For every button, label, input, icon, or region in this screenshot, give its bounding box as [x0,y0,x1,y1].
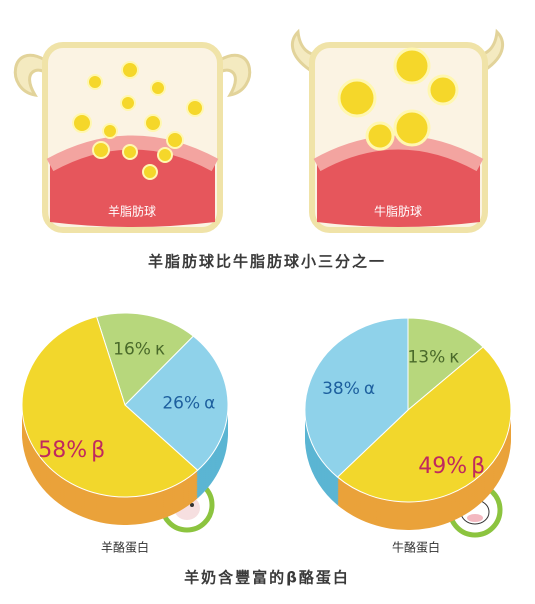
chart-caption: 羊奶含豐富的β酪蛋白 [184,569,350,587]
pie-chart: 16% κ 26% α 58% β 羊酪蛋白 [21,312,229,555]
pie-label: 16% κ [113,339,165,359]
illustration-caption: 羊脂肪球比牛脂肪球小三分之一 [148,253,386,271]
value-label: 16% [113,339,151,359]
category-label: β [91,438,105,463]
value-label: 49% [418,454,467,479]
pie-slice [336,346,512,503]
cow-illustration: 牛脂肪球 [290,28,505,233]
category-label: κ [449,348,459,368]
goat-illustration: 羊脂肪球 [13,42,252,233]
value-label: 58% [38,438,87,463]
illustration-label: 牛脂肪球 [374,204,422,219]
pie-title: 牛酪蛋白 [392,540,440,555]
pie-slice [304,317,409,478]
value-label: 13% [407,348,445,368]
pie-title: 羊酪蛋白 [101,540,149,555]
pie-label: 49% β [418,454,485,479]
illustration-label: 羊脂肪球 [108,204,156,219]
pie-slice [124,335,229,471]
pie-slice [21,315,199,498]
pie-slice [407,317,484,412]
category-label: β [471,454,485,479]
category-label: α [204,393,215,413]
value-label: 26% [162,393,200,413]
pie-label: 26% α [162,393,215,413]
category-label: α [364,379,375,399]
pie-label: 38% α [322,379,375,399]
pie-chart: 13% κ 49% β 38% α 牛酪蛋白 [304,317,512,555]
pie-label: 58% β [38,438,105,463]
category-label: κ [155,339,165,359]
pie-label: 13% κ [407,348,459,368]
pie-slice [95,312,195,406]
value-label: 38% [322,379,360,399]
